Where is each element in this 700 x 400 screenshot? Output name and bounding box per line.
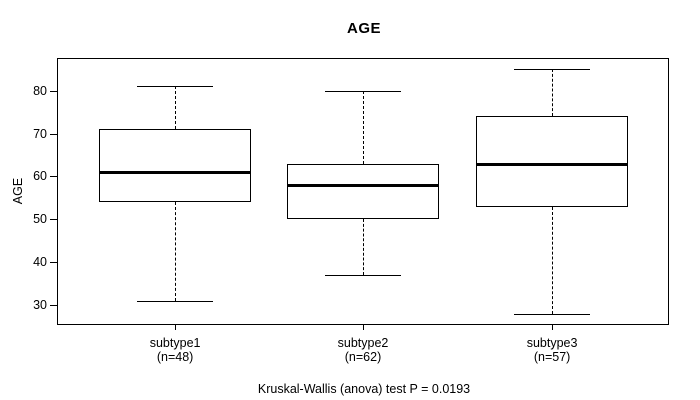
whisker-upper [552,69,554,117]
whisker-cap-min [325,275,401,277]
x-tick-mark [363,324,364,330]
annotation-text: Kruskal-Wallis (anova) test P = 0.0193 [257,382,471,396]
y-tick-label: 50 [33,212,47,227]
chart-title: AGE [346,20,381,37]
x-tick-mark [175,324,177,330]
y-tick-label: 70 [33,126,47,141]
whisker-cap-max [325,90,401,92]
whisker-upper [363,90,364,164]
x-tick-label: subtype1 (n=48) [149,336,201,364]
plot-area: 30 40 50 60 70 80 subtype1 (n=48) subtype2 (n=62)… [33,58,669,364]
y-tick-mark [50,305,57,307]
iqr-box [287,163,439,220]
y-tick-label: 30 [33,298,47,313]
y-tick-mark [50,90,57,92]
whisker-cap-max [514,69,591,71]
iqr-box [99,129,252,203]
x-tick-mark [552,324,554,330]
whisker-cap-min [137,300,214,302]
y-tick-label: 80 [33,83,47,98]
x-tick-label: subtype2 (n=62) [337,336,389,364]
y-tick-mark [50,262,57,264]
whisker-lower [552,206,554,314]
median-line [287,184,439,188]
y-tick-label: 60 [33,169,47,184]
median-line [99,171,252,175]
y-tick-label: 40 [33,255,47,270]
whisker-lower [363,219,364,276]
whisker-upper [175,86,177,130]
y-tick-mark [50,219,57,221]
whisker-lower [175,202,177,301]
y-tick-mark [50,176,57,178]
y-tick-mark [50,133,57,135]
iqr-box [476,116,629,207]
x-tick-label: subtype3 (n=57) [526,336,578,364]
whisker-cap-max [137,86,214,88]
whisker-cap-min [514,313,591,315]
median-line [476,162,629,166]
